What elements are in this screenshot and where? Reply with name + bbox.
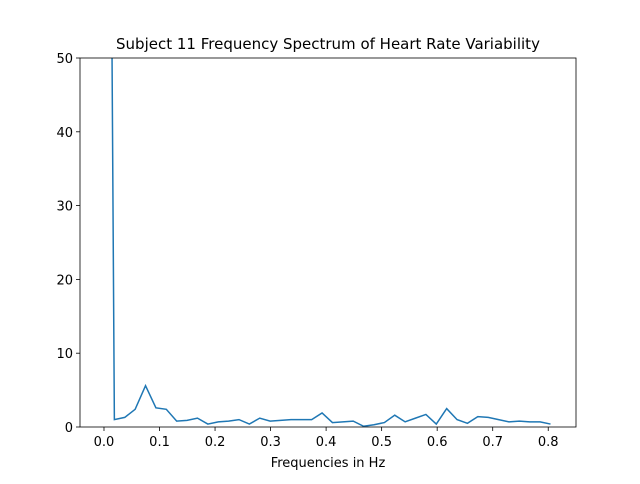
x-tick-label: 0.6	[427, 435, 448, 450]
x-tick-label: 0.5	[371, 435, 392, 450]
line-series	[111, 58, 551, 427]
x-tick-label: 0.0	[94, 435, 115, 450]
x-tick-label: 0.7	[482, 435, 503, 450]
y-tick-label: 20	[56, 273, 73, 288]
x-tick-label: 0.3	[260, 435, 281, 450]
y-tick-label: 0	[65, 421, 73, 436]
plot-frame	[79, 57, 577, 428]
x-tick-label: 0.4	[316, 435, 337, 450]
y-tick-label: 10	[56, 347, 73, 362]
x-tick-label: 0.8	[538, 435, 559, 450]
chart-title: Subject 11 Frequency Spectrum of Heart R…	[116, 35, 540, 53]
x-axis-label: Frequencies in Hz	[271, 456, 386, 471]
y-tick-label: 30	[56, 200, 73, 215]
y-tick-label: 50	[56, 52, 73, 67]
x-tick-label: 0.2	[205, 435, 226, 450]
x-tick-label: 0.1	[149, 435, 170, 450]
y-tick-label: 40	[56, 126, 73, 141]
